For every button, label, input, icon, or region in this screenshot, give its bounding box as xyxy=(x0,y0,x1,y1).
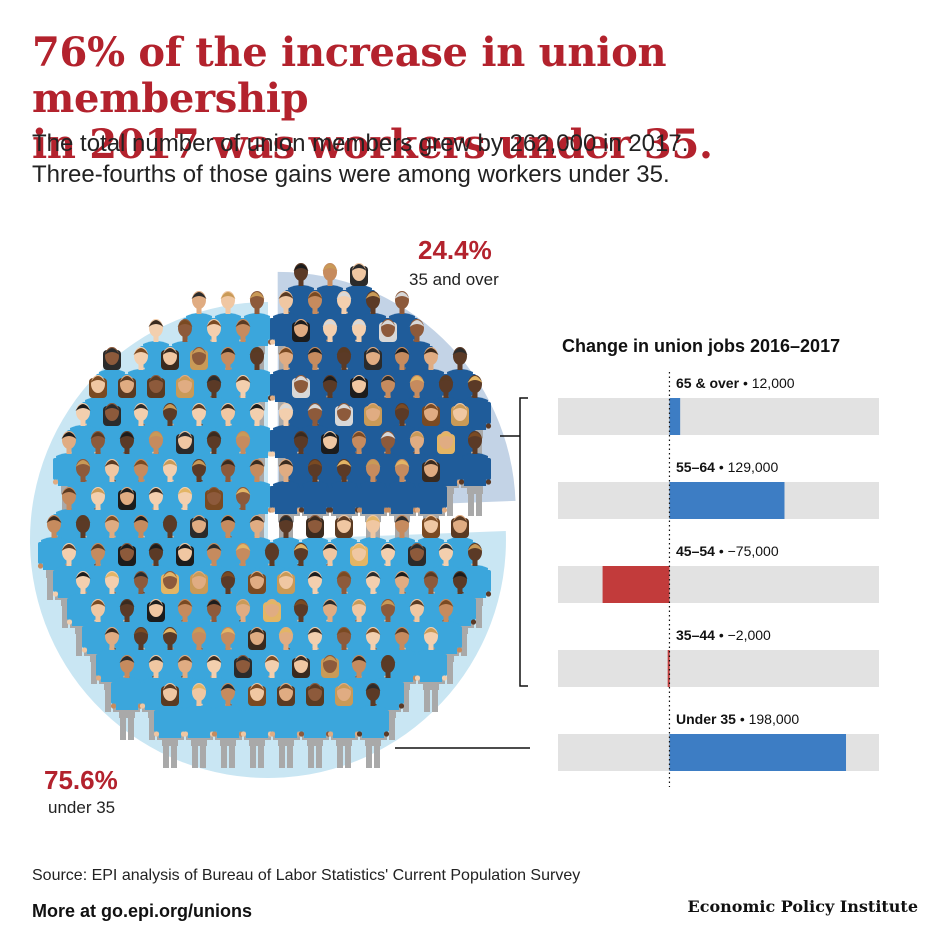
chart-title: Change in union jobs 2016–2017 xyxy=(562,336,841,356)
person-figure xyxy=(458,431,492,516)
subheadline-line-2: Three-fourths of those gains were among … xyxy=(32,161,670,188)
bar-45-54 xyxy=(602,566,670,603)
person-figure xyxy=(153,683,187,768)
headline-line-2: in 2017 was workers under 35. xyxy=(32,121,713,168)
bar-label-45-54: 45–54 • −75,000 xyxy=(676,542,779,560)
more-link[interactable]: More at go.epi.org/unions xyxy=(32,901,252,921)
label-under-35: under 35 xyxy=(48,798,116,817)
bar-separator: • xyxy=(718,627,724,643)
person-figure xyxy=(356,683,390,768)
bar-label-under-35: Under 35 • 198,000 xyxy=(676,710,799,728)
pie-connectors xyxy=(395,397,530,749)
bar-label-35-44: 35–44 • −2,000 xyxy=(676,626,771,644)
people-illustration xyxy=(37,263,492,768)
pct-35-and-over: 24.4% xyxy=(418,235,492,265)
subheadline-line-1: The total number of union members grew b… xyxy=(32,130,689,157)
bar-separator: • xyxy=(718,543,724,559)
bar-value-label: 129,000 xyxy=(727,459,779,475)
bar-category-label: 55–64 xyxy=(676,459,715,475)
bar-65-over xyxy=(669,398,681,435)
bar-separator: • xyxy=(718,459,724,475)
bar-value-label: 12,000 xyxy=(751,375,795,391)
bar-track xyxy=(558,398,879,435)
bar-55-64 xyxy=(669,482,785,519)
person-figure xyxy=(414,627,448,712)
label-35-and-over: 35 and over xyxy=(409,270,499,289)
source-note: Source: EPI analysis of Bureau of Labor … xyxy=(32,867,581,884)
headline: 76% of the increase in union membership … xyxy=(32,30,922,168)
bar-category-label: 45–54 xyxy=(676,543,715,559)
bars xyxy=(558,398,879,771)
epi-logo: Economic Policy Institute xyxy=(687,897,918,916)
bar-category-label: Under 35 xyxy=(676,711,736,727)
person-figure xyxy=(269,683,303,768)
person-figure xyxy=(240,683,274,768)
bar-value-label: 198,000 xyxy=(748,711,800,727)
bar-track xyxy=(558,650,879,687)
bar-separator: • xyxy=(739,711,745,727)
headline-line-1: 76% of the increase in union membership xyxy=(32,29,667,122)
bar-label-65-over: 65 & over • 12,000 xyxy=(676,374,795,392)
bar-label-55-64: 55–64 • 129,000 xyxy=(676,458,778,476)
bar-under-35 xyxy=(669,734,847,771)
bar-value-label: −75,000 xyxy=(727,543,779,559)
person-figure xyxy=(414,459,448,544)
bar-value-label: −2,000 xyxy=(727,627,771,643)
bar-category-label: 65 & over xyxy=(676,375,740,391)
bracket-35-and-over xyxy=(500,397,528,687)
subheadline: The total number of union members grew b… xyxy=(32,128,922,190)
bar-category-label: 35–44 xyxy=(676,627,715,643)
pct-under-35: 75.6% xyxy=(44,765,118,795)
bar-separator: • xyxy=(742,375,748,391)
bar-35-44 xyxy=(667,650,670,687)
